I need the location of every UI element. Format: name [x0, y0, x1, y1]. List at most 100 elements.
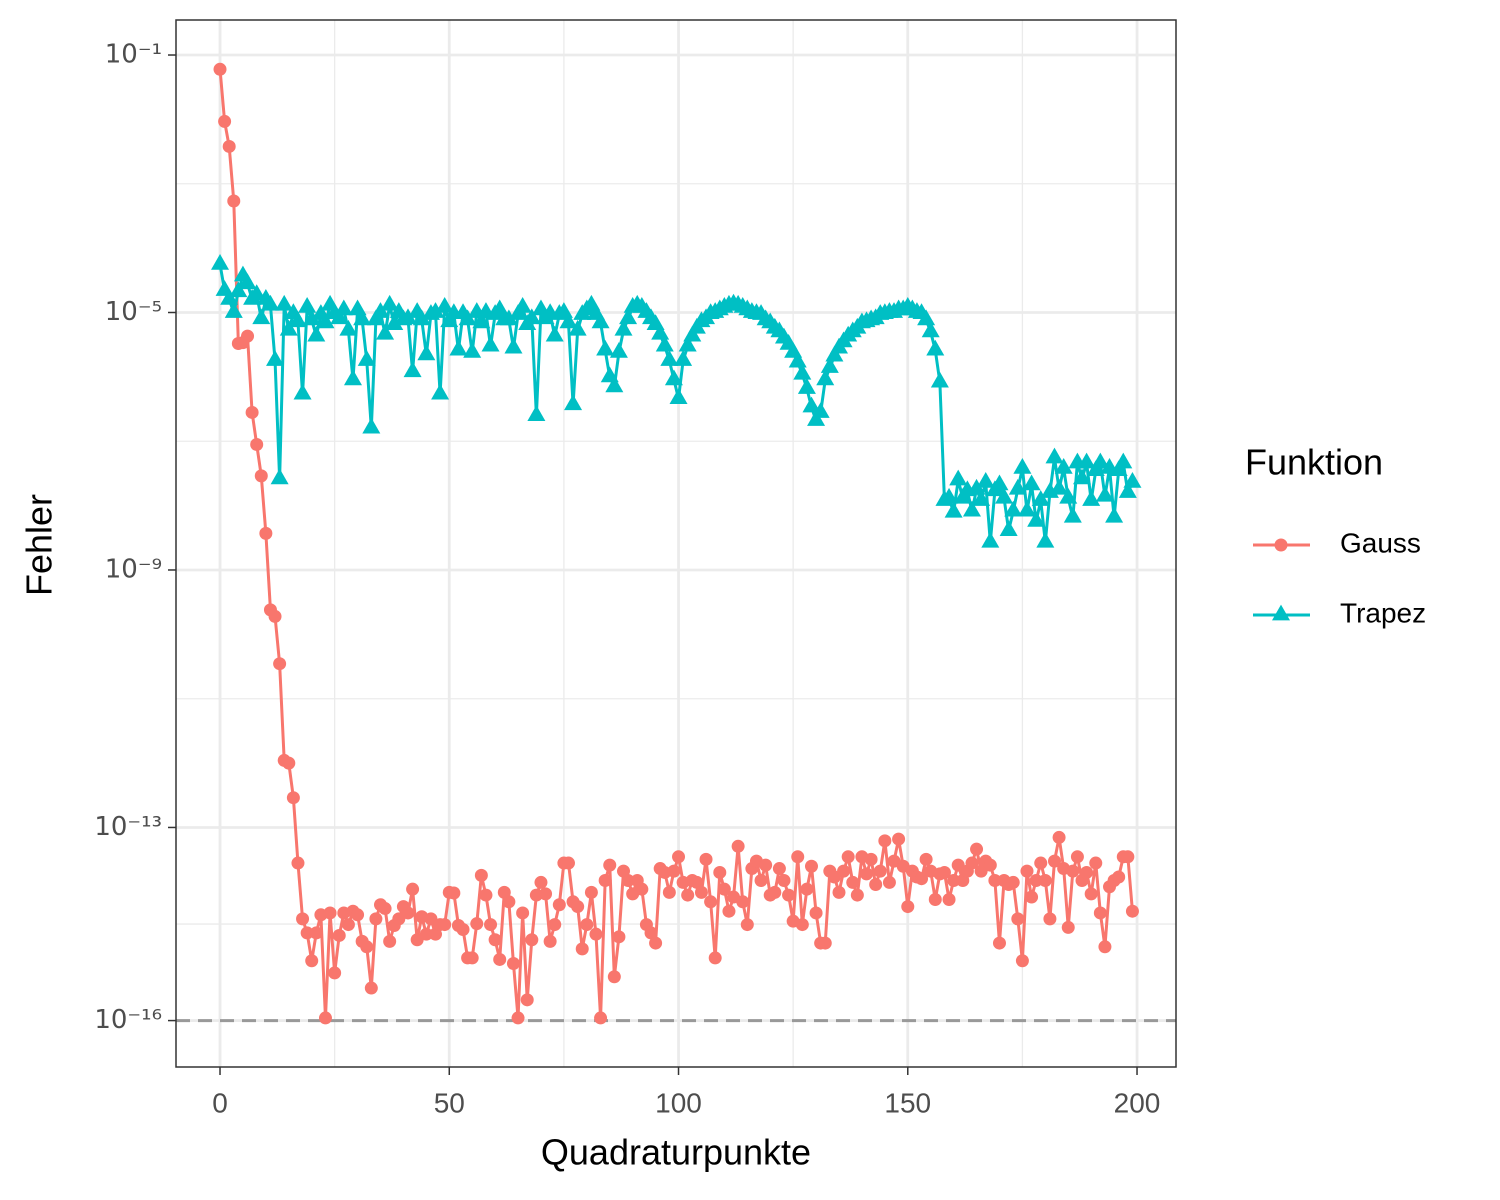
- marker: [288, 311, 307, 328]
- marker: [580, 918, 594, 932]
- marker: [403, 361, 422, 378]
- marker: [598, 873, 612, 887]
- marker: [364, 981, 378, 995]
- marker: [791, 850, 805, 864]
- marker: [704, 895, 718, 909]
- marker: [227, 194, 241, 208]
- marker: [1118, 482, 1137, 498]
- marker: [250, 438, 264, 452]
- marker: [607, 970, 621, 984]
- plot-area: [176, 62, 1176, 1025]
- marker: [1061, 920, 1075, 934]
- marker: [435, 297, 454, 313]
- marker: [1077, 452, 1096, 469]
- marker: [1013, 457, 1032, 474]
- marker: [279, 319, 298, 336]
- marker: [513, 297, 532, 313]
- marker: [915, 872, 929, 886]
- marker: [818, 936, 832, 950]
- marker: [825, 345, 844, 362]
- x-tick-label: 150: [884, 1087, 931, 1118]
- marker: [1054, 457, 1073, 474]
- marker: [273, 657, 287, 671]
- marker: [873, 864, 887, 878]
- marker: [300, 926, 314, 940]
- marker: [539, 887, 553, 901]
- marker: [323, 906, 337, 920]
- marker: [605, 376, 624, 393]
- marker: [309, 926, 323, 940]
- marker: [401, 906, 415, 920]
- marker: [949, 469, 968, 486]
- marker: [1272, 604, 1290, 621]
- marker: [768, 885, 782, 899]
- marker: [534, 875, 548, 889]
- marker: [1082, 490, 1101, 506]
- marker: [1095, 485, 1114, 502]
- marker: [664, 369, 683, 386]
- marker: [479, 888, 493, 902]
- marker: [800, 882, 814, 896]
- marker: [357, 350, 376, 366]
- marker: [807, 410, 826, 426]
- marker: [296, 912, 310, 926]
- marker: [259, 526, 273, 540]
- marker: [589, 927, 603, 941]
- marker: [841, 850, 855, 864]
- marker: [1066, 864, 1080, 878]
- marker: [307, 325, 326, 342]
- marker: [1027, 510, 1046, 527]
- x-tick-label: 0: [212, 1087, 228, 1118]
- marker: [1059, 487, 1078, 504]
- marker: [1070, 850, 1084, 864]
- marker: [245, 405, 259, 419]
- marker: [846, 875, 860, 889]
- marker: [603, 858, 617, 872]
- marker: [252, 308, 271, 325]
- y-tick-label: 10⁻⁵: [105, 297, 162, 327]
- marker: [694, 885, 708, 899]
- marker: [488, 933, 502, 947]
- marker: [376, 323, 395, 340]
- marker: [921, 321, 940, 338]
- marker: [816, 369, 835, 386]
- marker: [353, 309, 372, 326]
- marker: [717, 882, 731, 896]
- marker: [612, 930, 626, 944]
- marker: [1038, 873, 1052, 887]
- marker: [341, 918, 355, 932]
- marker: [525, 933, 539, 947]
- y-tick-label: 10⁻¹³: [94, 812, 162, 842]
- marker: [371, 302, 390, 318]
- marker: [797, 378, 816, 394]
- y-tick-label: 10⁻¹⁶: [94, 1005, 162, 1035]
- marker: [976, 471, 995, 488]
- marker: [1105, 506, 1124, 523]
- marker: [504, 337, 523, 354]
- marker: [339, 319, 358, 336]
- marker: [990, 474, 1009, 491]
- marker: [449, 339, 468, 356]
- marker: [282, 756, 296, 770]
- marker: [683, 325, 702, 342]
- x-tick-label: 200: [1114, 1087, 1161, 1118]
- marker: [571, 900, 585, 914]
- marker: [502, 895, 516, 909]
- legend-title: Funktion: [1245, 442, 1383, 483]
- marker: [878, 834, 892, 848]
- marker: [1015, 954, 1029, 968]
- x-tick-label: 50: [434, 1087, 465, 1118]
- marker: [795, 918, 809, 932]
- marker: [584, 885, 598, 899]
- marker: [275, 294, 294, 311]
- marker: [1112, 870, 1126, 884]
- marker: [1031, 490, 1050, 506]
- marker: [928, 893, 942, 907]
- marker: [837, 864, 851, 878]
- marker: [378, 902, 392, 916]
- marker: [1052, 830, 1066, 844]
- marker: [995, 487, 1014, 504]
- marker: [1080, 865, 1094, 879]
